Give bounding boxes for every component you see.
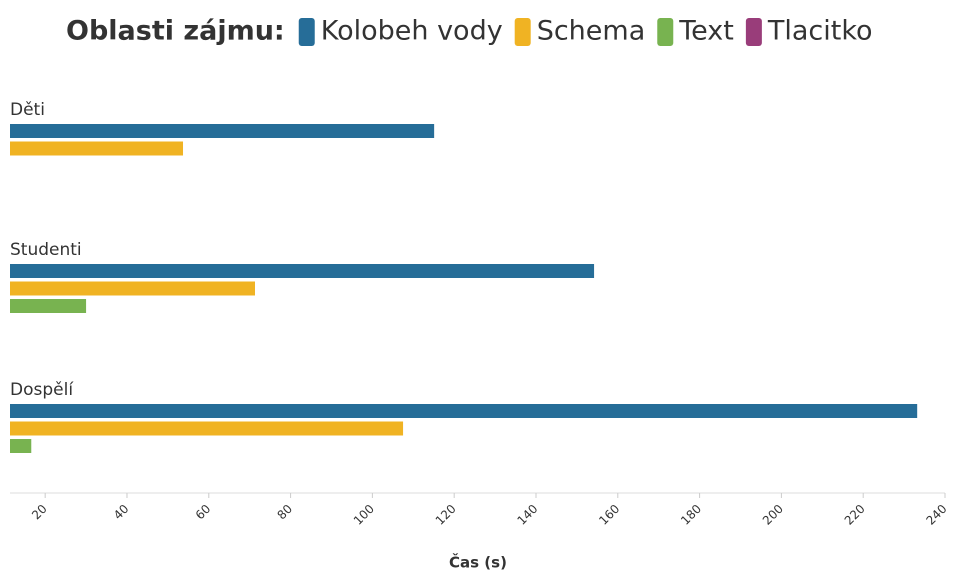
- category-label: Děti: [10, 100, 45, 120]
- bar: [10, 439, 32, 453]
- legend-swatch: [745, 18, 762, 46]
- legend-label: Schema: [537, 16, 646, 47]
- legend-label: Kolobeh vody: [321, 16, 503, 47]
- bar: [10, 281, 255, 296]
- bar: [10, 404, 918, 418]
- x-tick-label: 40: [111, 502, 132, 523]
- x-tick-label: 20: [29, 502, 50, 523]
- x-tick-label: 60: [193, 502, 214, 523]
- legend-title: Oblasti zájmu:: [66, 16, 285, 47]
- x-tick-label: 160: [596, 502, 622, 528]
- bar: [10, 299, 87, 313]
- x-tick-label: 100: [351, 502, 377, 528]
- category-label: Studenti: [10, 240, 82, 260]
- legend-swatch: [298, 18, 315, 46]
- x-tick-label: 120: [433, 502, 459, 528]
- category-label: Dospělí: [10, 380, 74, 400]
- legend-label: Text: [678, 16, 734, 47]
- bar: [10, 421, 404, 436]
- x-tick-label: 200: [760, 502, 786, 528]
- x-tick-label: 240: [923, 502, 949, 528]
- x-tick-label: 140: [514, 502, 540, 528]
- bar: [10, 124, 435, 138]
- legend-swatch: [657, 18, 674, 46]
- legend-swatch: [514, 18, 531, 46]
- x-tick-label: 80: [274, 502, 295, 523]
- bar: [10, 264, 595, 278]
- legend-label: Tlacitko: [767, 16, 873, 47]
- x-tick-label: 180: [678, 502, 704, 528]
- bar: [10, 141, 184, 156]
- x-tick-label: 220: [842, 502, 868, 528]
- x-axis-title: Čas (s): [449, 553, 507, 572]
